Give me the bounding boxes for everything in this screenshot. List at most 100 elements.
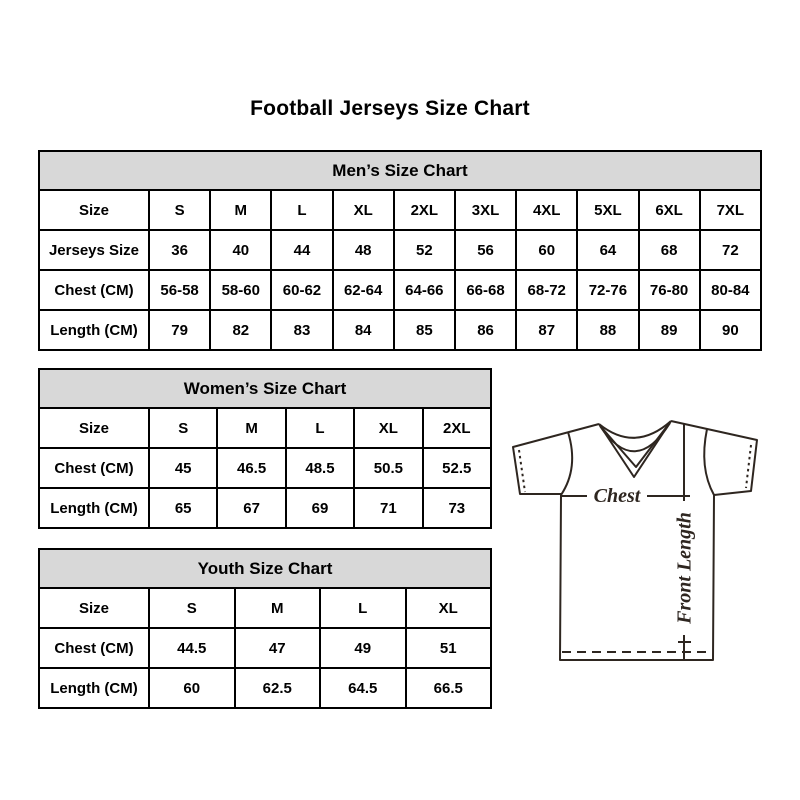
value-cell: 48	[331, 229, 395, 271]
value-cell: 82	[209, 309, 273, 351]
womens-table-header: Women’s Size Chart	[38, 368, 492, 409]
value-cell: 46.5	[216, 447, 287, 489]
value-cell: XL	[404, 587, 492, 629]
value-cell: 85	[392, 309, 456, 351]
value-cell: 58-60	[209, 269, 273, 311]
value-cell: 87	[515, 309, 579, 351]
womens-size-table: Women’s Size Chart Size S M L XL 2XL Chest (CM…	[38, 368, 493, 529]
jersey-left-armhole-seam	[560, 431, 574, 496]
jersey-measurement-diagram: Chest Front Length	[512, 420, 758, 661]
value-cell: 56-58	[147, 269, 212, 311]
value-cell: 79	[147, 309, 212, 351]
table-header-row: Youth Size Chart	[38, 548, 492, 589]
value-cell: 71	[353, 487, 424, 529]
value-cell: 49	[319, 627, 407, 669]
value-cell: 66.5	[404, 667, 492, 709]
table-row: Length (CM) 60 62.5 64.5 66.5	[38, 667, 492, 709]
value-cell: 40	[209, 229, 273, 271]
value-cell: 44	[270, 229, 334, 271]
value-cell: S	[148, 587, 236, 629]
value-cell: 52	[392, 229, 456, 271]
front-length-label: Front Length	[674, 512, 696, 625]
row-label-cell: Size	[38, 189, 150, 231]
row-label-cell: Size	[38, 407, 150, 449]
value-cell: 6XL	[637, 189, 701, 231]
value-cell: 51	[404, 627, 492, 669]
value-cell: 90	[698, 309, 763, 351]
value-cell: 68-72	[515, 269, 579, 311]
value-cell: 44.5	[148, 627, 236, 669]
jersey-left-cuff-stitch-line	[518, 449, 526, 493]
value-cell: 65	[147, 487, 219, 529]
value-cell: M	[216, 407, 287, 449]
value-cell: 36	[147, 229, 212, 271]
table-row: Jerseys Size 36 40 44 48 52 56 60 64 68 72	[38, 229, 763, 271]
jersey-body-outline	[559, 494, 715, 661]
value-cell: 5XL	[576, 189, 640, 231]
table-row: Chest (CM) 45 46.5 48.5 50.5 52.5	[38, 447, 493, 489]
value-cell: 67	[216, 487, 287, 529]
value-cell: XL	[353, 407, 424, 449]
value-cell: 50.5	[353, 447, 424, 489]
value-cell: 60	[515, 229, 579, 271]
value-cell: 68	[637, 229, 701, 271]
value-cell: 86	[453, 309, 518, 351]
row-label-cell: Length (CM)	[38, 487, 150, 529]
chest-label: Chest	[594, 485, 642, 507]
jersey-right-cuff-stitch-line	[745, 444, 752, 489]
value-cell: S	[147, 189, 212, 231]
value-cell: L	[270, 189, 334, 231]
table-row: Size S M L XL 2XL 3XL 4XL 5XL 6XL 7XL	[38, 189, 763, 231]
table-header-row: Men’s Size Chart	[38, 150, 762, 191]
value-cell: 3XL	[453, 189, 518, 231]
table-row: Chest (CM) 44.5 47 49 51	[38, 627, 492, 669]
value-cell: 80-84	[698, 269, 763, 311]
value-cell: S	[147, 407, 219, 449]
value-cell: 2XL	[392, 189, 456, 231]
table-row: Length (CM) 79 82 83 84 85 86 87 88 89 90	[38, 309, 763, 351]
value-cell: 69	[284, 487, 356, 529]
value-cell: 64.5	[319, 667, 407, 709]
womens-table-body: Size S M L XL 2XL Chest (CM) 45 46.5 48.5 50.5 52.5…	[38, 407, 493, 529]
jersey-collar-band-arc-top	[598, 420, 672, 439]
row-label-cell: Length (CM)	[38, 667, 150, 709]
value-cell: L	[319, 587, 407, 629]
value-cell: 62-64	[331, 269, 395, 311]
value-cell: 52.5	[421, 447, 493, 489]
table-row: Size S M L XL 2XL	[38, 407, 493, 449]
jersey-collar-outer-v	[598, 420, 672, 478]
value-cell: 64-66	[392, 269, 456, 311]
row-label-cell: Length (CM)	[38, 309, 150, 351]
youth-table-body: Size S M L XL Chest (CM) 44.5 47 49 51 Length (CM)…	[38, 587, 492, 709]
value-cell: 64	[576, 229, 640, 271]
value-cell: M	[209, 189, 273, 231]
mens-table-header: Men’s Size Chart	[38, 150, 762, 191]
value-cell: 89	[637, 309, 701, 351]
jersey-right-armhole-seam	[703, 428, 715, 496]
value-cell: 66-68	[453, 269, 518, 311]
value-cell: 56	[453, 229, 518, 271]
value-cell: 62.5	[233, 667, 321, 709]
value-cell: 47	[233, 627, 321, 669]
mens-size-table: Men’s Size Chart Size S M L XL 2XL 3XL 4XL 5XL 6X…	[38, 150, 763, 351]
jersey-left-sleeve	[512, 423, 600, 495]
page-title: Football Jerseys Size Chart	[250, 97, 530, 120]
value-cell: 88	[576, 309, 640, 351]
value-cell: 60	[148, 667, 236, 709]
youth-table-header: Youth Size Chart	[38, 548, 492, 589]
row-label-cell: Chest (CM)	[38, 447, 150, 489]
mens-table-body: Size S M L XL 2XL 3XL 4XL 5XL 6XL 7XL Jerseys Size 3…	[38, 189, 763, 351]
table-row: Size S M L XL	[38, 587, 492, 629]
jersey-collar-band-arc-bottom	[599, 422, 671, 453]
value-cell: 60-62	[270, 269, 334, 311]
jersey-right-sleeve	[670, 420, 758, 496]
value-cell: 83	[270, 309, 334, 351]
value-cell: 45	[147, 447, 219, 489]
table-header-row: Women’s Size Chart	[38, 368, 492, 409]
row-label-cell: Chest (CM)	[38, 627, 150, 669]
youth-size-table: Youth Size Chart Size S M L XL Chest (CM) 44.5…	[38, 548, 492, 709]
value-cell: 84	[331, 309, 395, 351]
value-cell: 48.5	[284, 447, 356, 489]
value-cell: 76-80	[637, 269, 701, 311]
